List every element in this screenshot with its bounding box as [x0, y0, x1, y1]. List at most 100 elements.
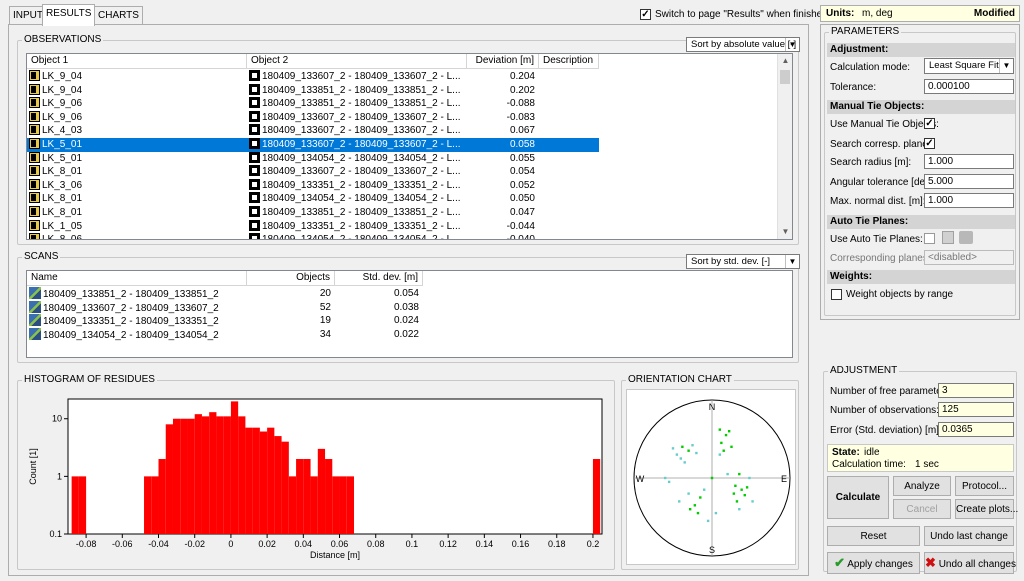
copy-icon[interactable] — [942, 231, 954, 244]
weight-range-checkbox[interactable] — [831, 289, 842, 300]
histogram-bar — [230, 401, 239, 534]
observations-list[interactable]: Object 1 Object 2 Deviation [m] Descript… — [26, 53, 793, 240]
tie-object-icon — [29, 110, 40, 122]
scan-name-text: 180409_133607_2 - 180409_133607_2 — [43, 302, 219, 314]
table-row[interactable]: 180409_133607_2 - 180409_133607_2 52 0.038 — [27, 300, 423, 315]
scans-sort-select[interactable]: Sort by std. dev. [-] ▼ — [686, 254, 800, 269]
col-description[interactable]: Description — [539, 54, 599, 69]
object2-cell: 180409_133851_2 - 180409_133851_2 - L... — [249, 83, 467, 98]
scan-name-text: 180409_133851_2 - 180409_133851_2 — [43, 289, 219, 300]
observations-title: OBSERVATIONS — [22, 34, 104, 46]
switch-results-checkbox[interactable]: ✓ — [640, 9, 651, 20]
angular-tol-input[interactable]: 5.000 — [924, 174, 1014, 189]
error-value: 0.0365 — [938, 422, 1014, 437]
use-manual-checkbox[interactable]: ✓ — [924, 118, 935, 129]
col-objects[interactable]: Objects — [247, 271, 335, 286]
orientation-group: ORIENTATION CHART N S W E — [621, 374, 799, 570]
histogram-bar — [165, 424, 173, 534]
object2-cell: 180409_133607_2 - 180409_133607_2 - L... — [249, 138, 467, 152]
camera-icon[interactable] — [959, 231, 973, 244]
table-row[interactable]: 180409_133851_2 - 180409_133851_2 20 0.054 — [27, 287, 423, 301]
histogram-bar — [346, 476, 355, 534]
col-object2[interactable]: Object 2 — [247, 54, 467, 69]
histogram-bar — [245, 427, 253, 534]
table-row[interactable]: LK_9_04 180409_133851_2 - 180409_133851_2… — [27, 83, 599, 98]
description-cell — [543, 206, 599, 220]
object2-text: 180409_133607_2 - 180409_133607_2 - L... — [262, 139, 461, 150]
object1-cell: LK_8_06 — [29, 233, 247, 239]
corr-planes-input[interactable]: <disabled> — [924, 250, 1014, 265]
protocol-button[interactable]: Protocol... — [955, 476, 1014, 496]
table-row[interactable]: LK_9_04 180409_133607_2 - 180409_133607_2… — [27, 70, 599, 84]
max-normal-input[interactable]: 1.000 — [924, 193, 1014, 208]
object2-text: 180409_133607_2 - 180409_133607_2 - L... — [262, 71, 461, 82]
table-row[interactable]: LK_8_01 180409_133851_2 - 180409_133851_2… — [27, 206, 599, 220]
orientation-title: ORIENTATION CHART — [626, 374, 734, 386]
create-plots-button[interactable]: Create plots... — [955, 499, 1018, 519]
histogram-bar — [325, 459, 333, 534]
observations-sort-select[interactable]: Sort by absolute value [-] ▼ — [686, 37, 800, 52]
scan-object-icon — [249, 97, 260, 109]
tab-results-label: RESULTS — [46, 8, 92, 19]
search-planes-checkbox[interactable]: ✓ — [924, 138, 935, 149]
object1-cell: LK_8_01 — [29, 192, 247, 206]
orientation-chart: N S W E — [626, 389, 796, 565]
calc-mode-label: Calculation mode: — [830, 62, 911, 73]
deviation-cell: 0.047 — [509, 207, 535, 218]
orientation-point — [706, 519, 710, 523]
table-row[interactable]: LK_8_06 180409_134054_2 - 180409_134054_2… — [27, 233, 599, 239]
tolerance-input[interactable]: 0.000100 — [924, 79, 1014, 94]
tab-charts[interactable]: CHARTS — [94, 6, 143, 24]
red-x-icon: ✖ — [925, 555, 936, 570]
undo-last-button[interactable]: Undo last change — [924, 526, 1014, 546]
analyze-button[interactable]: Analyze — [893, 476, 951, 496]
col-name[interactable]: Name — [27, 271, 247, 286]
col-deviation[interactable]: Deviation [m] — [467, 54, 539, 69]
calc-mode-select[interactable]: Least Square Fit ▼ — [924, 58, 1014, 74]
table-row[interactable]: 180409_133351_2 - 180409_133351_2 19 0.024 — [27, 314, 423, 328]
tie-object-icon — [29, 178, 40, 190]
y-axis-label: Count [1] — [28, 448, 38, 485]
state-box: State: idle Calculation time: 1 sec — [827, 444, 1014, 472]
undo-all-button[interactable]: ✖ Undo all changes — [924, 552, 1016, 574]
object2-text: 180409_133607_2 - 180409_133607_2 - L... — [262, 125, 461, 137]
table-row[interactable]: LK_5_01 180409_134054_2 - 180409_134054_2… — [27, 151, 599, 166]
table-row[interactable]: LK_8_01 180409_134054_2 - 180409_134054_2… — [27, 192, 599, 206]
col-stddev[interactable]: Std. dev. [m] — [335, 271, 423, 286]
tab-results[interactable]: RESULTS — [42, 4, 96, 26]
table-row[interactable]: LK_1_05 180409_133351_2 - 180409_133351_2… — [27, 219, 599, 234]
description-cell — [543, 84, 599, 98]
table-row[interactable]: LK_9_06 180409_133607_2 - 180409_133607_2… — [27, 110, 599, 125]
table-row[interactable]: LK_8_01 180409_133607_2 - 180409_133607_2… — [27, 165, 599, 179]
angular-tol-label: Angular tolerance [deg]: — [830, 177, 937, 188]
table-row[interactable]: 180409_134054_2 - 180409_134054_2 34 0.022 — [27, 327, 423, 342]
search-radius-input[interactable]: 1.000 — [924, 154, 1014, 169]
state-value: idle — [864, 447, 880, 458]
use-manual-label: Use Manual Tie Objects: — [830, 119, 939, 130]
reset-button[interactable]: Reset — [827, 526, 920, 546]
x-tick-label: 0.04 — [295, 539, 313, 549]
table-row[interactable]: LK_3_06 180409_133351_2 - 180409_133351_2… — [27, 178, 599, 193]
tie-object-icon — [29, 233, 40, 239]
cancel-button[interactable]: Cancel — [893, 499, 951, 519]
scroll-down-icon[interactable]: ▼ — [781, 227, 790, 236]
histogram-bar — [216, 416, 224, 534]
object1-cell: LK_3_06 — [29, 178, 247, 193]
apply-changes-button[interactable]: ✔ Apply changes — [827, 552, 920, 574]
use-auto-checkbox[interactable] — [924, 233, 935, 244]
table-row[interactable]: LK_9_06 180409_133851_2 - 180409_133851_2… — [27, 97, 599, 111]
table-row[interactable]: LK_4_03 180409_133607_2 - 180409_133607_2… — [27, 124, 599, 138]
scroll-up-icon[interactable]: ▲ — [781, 56, 790, 65]
scans-list[interactable]: Name Objects Std. dev. [m] 180409_133851… — [26, 270, 793, 358]
object2-cell: 180409_133351_2 - 180409_133351_2 - L... — [249, 219, 467, 234]
stddev-cell: 0.054 — [393, 288, 419, 299]
object1-text: LK_9_06 — [42, 98, 83, 110]
object1-cell: LK_1_05 — [29, 219, 247, 234]
observations-scrollbar[interactable]: ▲ ▼ — [777, 54, 792, 239]
orientation-point — [727, 430, 731, 433]
table-row[interactable]: LK_5_01 180409_133607_2 - 180409_133607_2… — [27, 138, 599, 152]
col-object1[interactable]: Object 1 — [27, 54, 247, 69]
orientation-point — [691, 444, 694, 447]
scroll-thumb[interactable] — [780, 70, 790, 84]
calculate-button[interactable]: Calculate — [827, 476, 889, 519]
